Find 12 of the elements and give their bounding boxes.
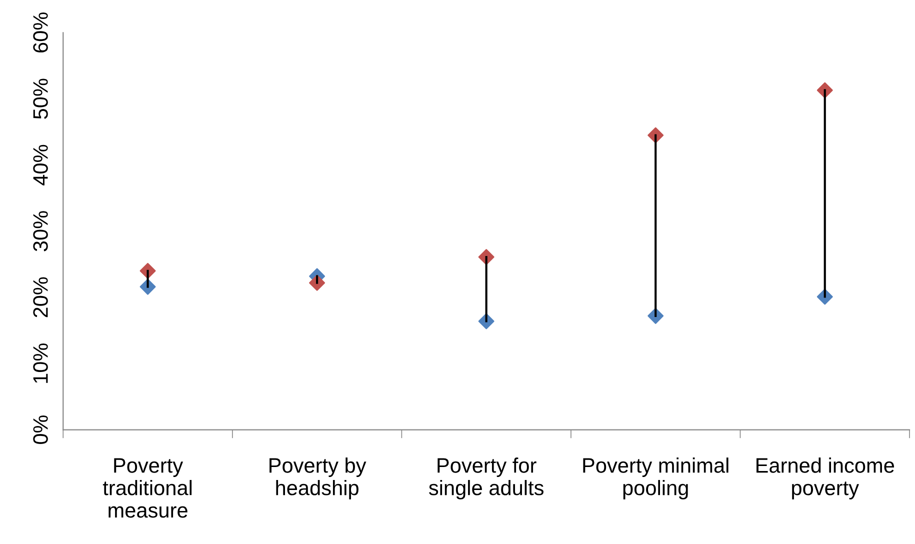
x-tick-label: Poverty traditional measure xyxy=(102,458,192,518)
y-tick-label: 60% xyxy=(33,12,48,52)
y-tick-label: 20% xyxy=(33,277,48,318)
x-tick-label: Earned income poverty xyxy=(756,458,894,500)
x-tick-label: Poverty by headship xyxy=(270,458,366,500)
y-tick-label: 30% xyxy=(33,211,48,252)
x-tick-label: Poverty for single adults xyxy=(429,458,544,500)
y-tick-label: 40% xyxy=(33,144,48,186)
y-tick-label: 0% xyxy=(33,415,48,444)
x-tick-label: Poverty minimal pooling xyxy=(583,458,728,500)
y-tick-label: 10% xyxy=(33,343,48,383)
y-tick-label: 50% xyxy=(33,78,48,119)
